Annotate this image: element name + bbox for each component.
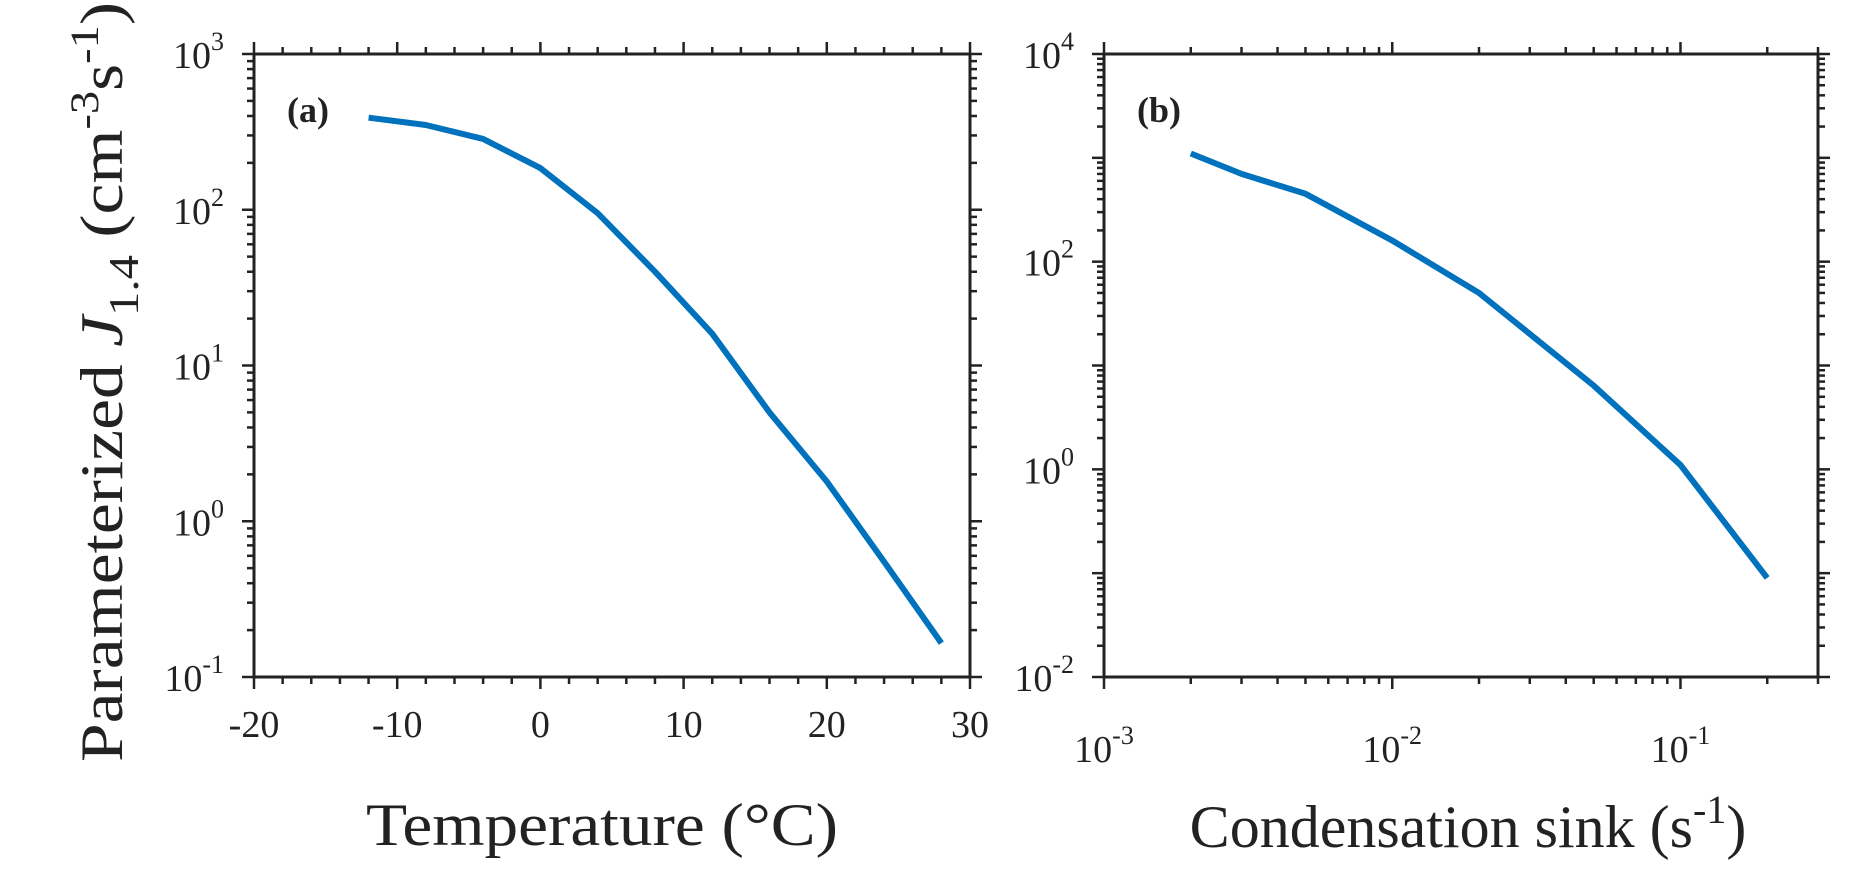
- panel-label: (a): [287, 90, 329, 130]
- x-tick-label: 10-3: [1074, 721, 1134, 771]
- x-tick-label: 10-1: [1651, 721, 1711, 771]
- y-label-var: J: [69, 313, 135, 347]
- y-tick-label: 100: [1023, 442, 1074, 492]
- y-label-exp1: -3: [62, 91, 107, 130]
- x-label-b-exp: -1: [1693, 787, 1726, 832]
- y-tick-label: 102: [173, 183, 224, 233]
- y-tick-label: 102: [1023, 235, 1074, 285]
- y-axis-label: Parameterized J1.4 (cm-3s-1): [62, 2, 148, 762]
- panel-label: (b): [1137, 90, 1181, 130]
- y-tick-label: 104: [1023, 27, 1074, 77]
- y-label-unit: (cm: [69, 130, 135, 256]
- x-label-b-close: ): [1726, 794, 1746, 860]
- svg-text:Parameterized J1.4 (cm-3s-1): Parameterized J1.4 (cm-3s-1): [62, 2, 148, 762]
- x-tick-label: -20: [229, 704, 280, 746]
- y-label-exp2: -1: [62, 25, 107, 64]
- y-tick-label: 100: [173, 494, 224, 544]
- x-tick-label: 30: [951, 704, 989, 746]
- axes-box: [252, 52, 972, 679]
- x-tick-label: 10-2: [1362, 721, 1422, 771]
- axes-box: [1102, 52, 1820, 679]
- x-tick-label: 20: [808, 704, 846, 746]
- x-axis-label-a: Temperature (°C): [366, 792, 838, 858]
- y-tick-label: 103: [173, 27, 224, 77]
- x-label-b-main: Condensation sink (s: [1190, 794, 1693, 860]
- panel-a: 10-1 100 101 102 103 -20 -10 0 10 20 30 (a): [164, 27, 989, 746]
- y-label-sub: 1.4: [102, 255, 148, 316]
- y-label-main: Parameterized: [69, 347, 135, 762]
- data-line: [1189, 150, 1770, 580]
- x-axis-label-b: Condensation sink (s-1): [1190, 787, 1747, 860]
- y-label-close: ): [69, 2, 135, 25]
- y-tick-label: 101: [173, 339, 224, 389]
- y-label-unit-s: s: [69, 64, 135, 91]
- x-tick-label: -10: [372, 704, 423, 746]
- x-tick-label: 10: [665, 704, 703, 746]
- data-line: [368, 114, 944, 645]
- x-tick-label: 0: [531, 704, 550, 746]
- y-tick-label: 10-1: [164, 650, 224, 700]
- y-tick-label: 10-2: [1014, 650, 1074, 700]
